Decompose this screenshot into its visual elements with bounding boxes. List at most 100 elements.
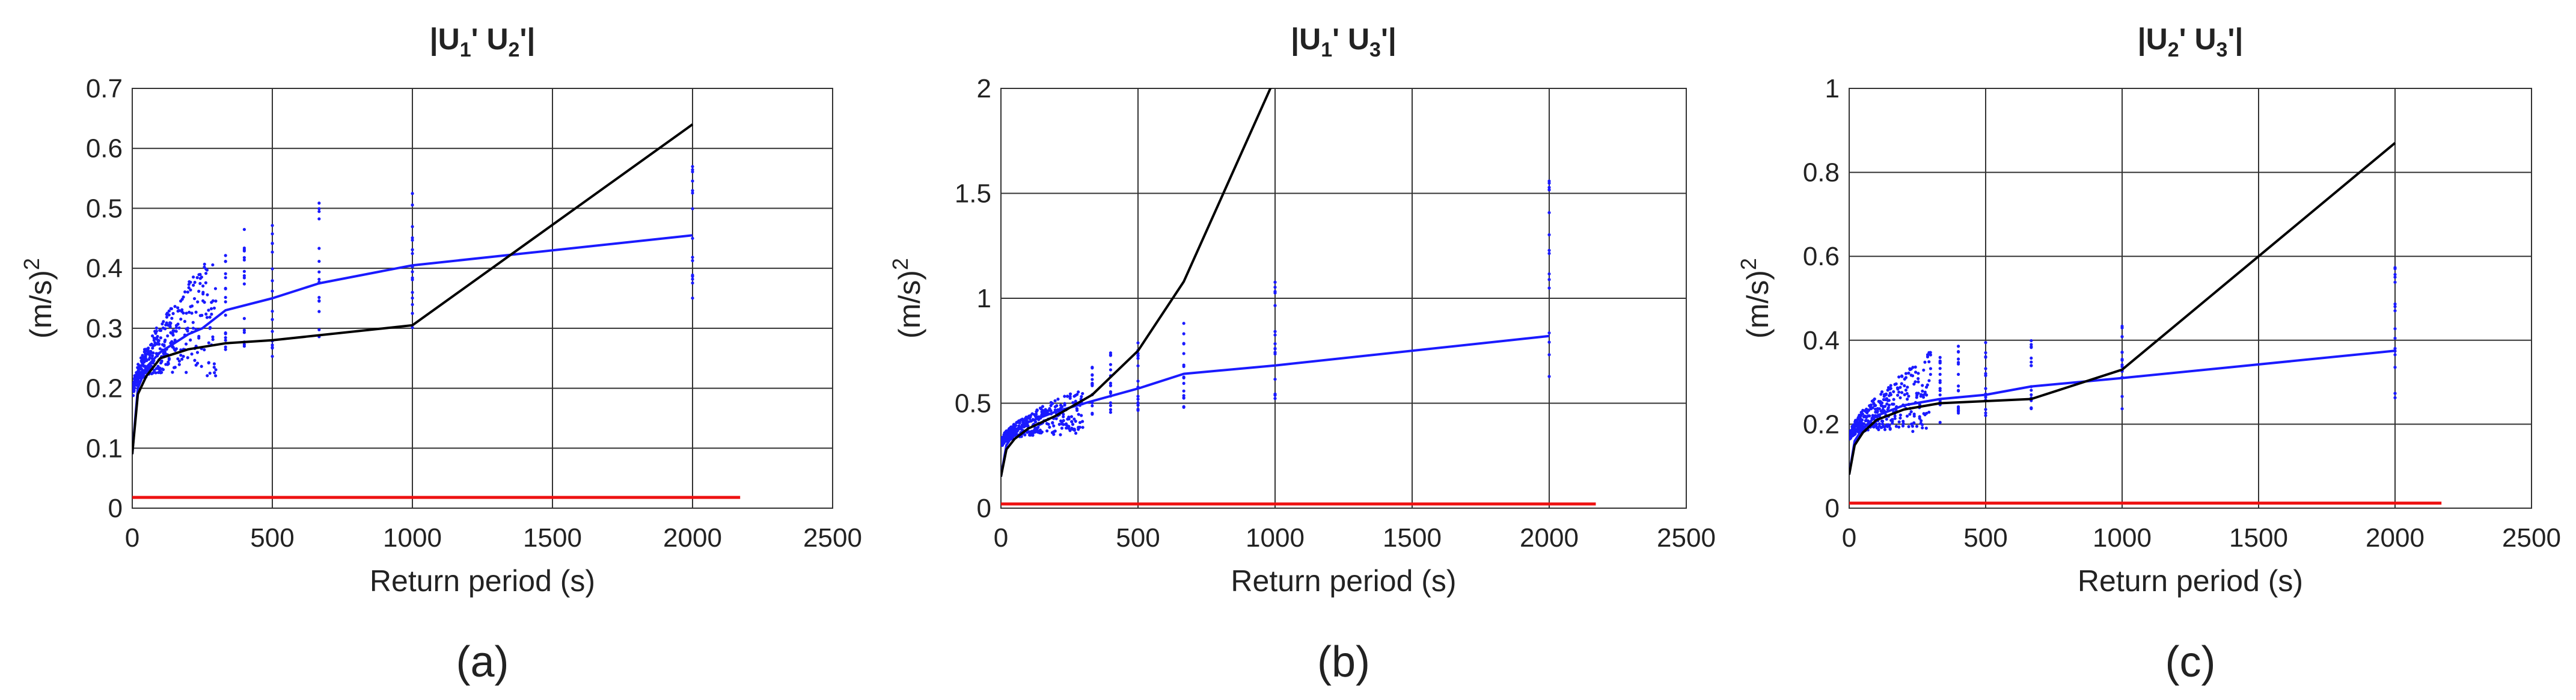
chart-panel-a: 0 500 1000 1500 2000 2500 0 0.1 0.2 0.3 0.4 0.5 0.6 0… <box>19 22 862 686</box>
scatter-point <box>1136 398 1140 401</box>
scatter-point <box>411 278 414 281</box>
scatter-point <box>1109 411 1112 414</box>
scatter-point <box>242 269 246 273</box>
scatter-point <box>146 348 150 352</box>
scatter-point <box>411 248 414 251</box>
scatter-point <box>1109 391 1112 395</box>
scatter-point <box>170 340 174 343</box>
scatter-point <box>1068 395 1072 398</box>
scatter-point <box>1900 382 1903 385</box>
scatter-point <box>1074 399 1077 403</box>
scatter-point <box>411 236 414 240</box>
scatter-point <box>271 224 274 227</box>
scatter-point <box>1903 384 1906 388</box>
scatter-point <box>186 290 189 294</box>
scatter-point <box>168 325 172 329</box>
chart-title: |U1' U3'| <box>1291 22 1397 61</box>
y-tick-label: 0.2 <box>1803 410 1840 439</box>
scatter-point <box>1938 355 1942 359</box>
scatter-point <box>150 334 154 338</box>
scatter-point <box>1273 304 1277 307</box>
scatter-point <box>1136 341 1140 345</box>
scatter-point <box>180 357 184 361</box>
scatter-point <box>1921 426 1924 430</box>
scatter-point <box>1547 251 1551 256</box>
scatter-point <box>176 322 180 326</box>
x-tick-label: 500 <box>250 523 294 553</box>
scatter-point <box>224 295 227 299</box>
scatter-point <box>1889 384 1892 387</box>
scatter-point <box>1898 416 1902 420</box>
scatter-point <box>167 309 171 313</box>
scatter-point <box>2393 327 2397 331</box>
scatter-point <box>1888 428 1892 431</box>
y-tick-label: 0.5 <box>955 389 991 419</box>
scatter-point <box>691 165 694 168</box>
scatter-point <box>148 356 151 360</box>
scatter-point <box>2393 336 2397 340</box>
scatter-point <box>1068 429 1072 432</box>
scatter-point <box>1912 382 1916 386</box>
scatter-point <box>1901 424 1905 428</box>
scatter-point <box>1905 391 1909 396</box>
x-tick-label: 2500 <box>1657 523 1716 553</box>
scatter-point <box>177 359 181 363</box>
scatter-point <box>1874 422 1878 426</box>
scatter-point <box>1907 371 1911 375</box>
scatter-point <box>1911 374 1915 378</box>
scatter-point <box>198 281 202 285</box>
x-tick-label: 1500 <box>523 523 582 553</box>
scatter-point <box>1020 417 1024 421</box>
scatter-point <box>2393 280 2397 284</box>
scatter-point <box>224 300 227 304</box>
scatter-point <box>170 316 174 320</box>
scatter-point <box>210 312 213 316</box>
scatter-point <box>2120 324 2124 328</box>
scatter-point <box>1081 426 1085 429</box>
scatter-point <box>200 275 203 279</box>
scatter-point <box>177 326 181 330</box>
scatter-point <box>1049 409 1053 413</box>
scatter-point <box>1051 402 1054 405</box>
x-tick-label: 1000 <box>1246 523 1305 553</box>
scatter-point <box>317 328 321 331</box>
scatter-point <box>209 307 213 310</box>
scatter-point <box>224 276 227 280</box>
scatter-point <box>151 351 155 355</box>
scatter-point <box>1547 210 1551 215</box>
scatter-point <box>1907 395 1911 398</box>
y-tick-label: 1 <box>977 284 991 313</box>
scatter-point <box>1900 375 1904 378</box>
grid <box>1849 88 2532 509</box>
scatter-point <box>2393 309 2397 313</box>
scatter-point <box>1078 425 1081 429</box>
scatter-point <box>411 312 414 315</box>
scatter-point <box>1926 383 1929 387</box>
scatter-point <box>1957 345 1960 348</box>
scatter-point <box>1888 424 1891 428</box>
scatter-point <box>1957 361 1960 364</box>
scatter-point <box>161 367 165 372</box>
scatter-point <box>1918 417 1921 420</box>
scatter-point <box>1077 390 1080 394</box>
scatter-point <box>1077 413 1080 416</box>
x-tick-label: 1000 <box>2093 523 2152 553</box>
scatter-point <box>201 290 205 294</box>
scatter-point <box>317 299 321 302</box>
scatter-point <box>691 259 694 262</box>
scatter-point <box>242 274 246 278</box>
scatter-point <box>1052 432 1056 436</box>
scatter-point <box>1091 378 1094 381</box>
y-axis-label: (m/s)2 <box>1736 258 1775 339</box>
scatter-point <box>191 327 195 330</box>
scatter-point <box>1062 423 1065 426</box>
scatter-point <box>1136 364 1140 367</box>
x-tick-label: 2500 <box>2502 523 2561 553</box>
scatter-point <box>180 308 184 312</box>
scatter-point <box>1895 386 1899 390</box>
scatter-point <box>1071 423 1075 426</box>
y-tick-label: 1 <box>1825 74 1840 103</box>
scatter-point <box>2393 396 2397 399</box>
scatter-point <box>224 254 227 257</box>
scatter-point <box>133 386 136 390</box>
